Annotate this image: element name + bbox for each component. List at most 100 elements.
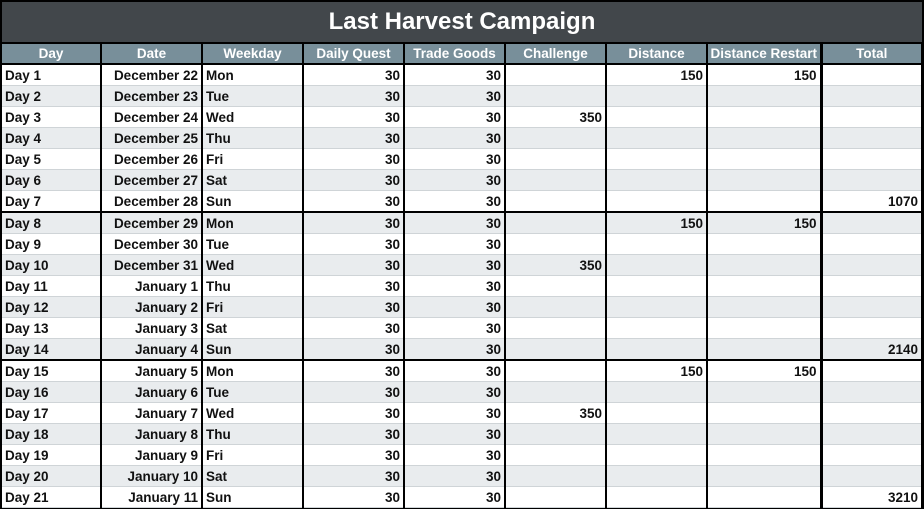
cell-day[interactable]: Day 4 bbox=[2, 127, 102, 149]
cell-challenge[interactable] bbox=[505, 169, 607, 191]
cell-weekday[interactable]: Mon bbox=[202, 360, 304, 382]
cell-trade-goods[interactable]: 30 bbox=[404, 275, 506, 297]
cell-daily-quest[interactable]: 30 bbox=[303, 465, 405, 487]
cell-distance-restart[interactable] bbox=[707, 317, 823, 339]
cell-weekday[interactable]: Thu bbox=[202, 423, 304, 445]
cell-day[interactable]: Day 19 bbox=[2, 444, 102, 466]
cell-distance-restart[interactable] bbox=[707, 486, 823, 508]
cell-total[interactable]: 2140 bbox=[821, 338, 923, 361]
cell-challenge[interactable] bbox=[505, 85, 607, 107]
cell-total[interactable] bbox=[821, 212, 923, 234]
cell-weekday[interactable]: Fri bbox=[202, 296, 304, 318]
cell-challenge[interactable] bbox=[505, 486, 607, 508]
cell-daily-quest[interactable]: 30 bbox=[303, 233, 405, 255]
cell-trade-goods[interactable]: 30 bbox=[404, 338, 506, 361]
cell-date[interactable]: December 30 bbox=[101, 233, 203, 255]
cell-weekday[interactable]: Wed bbox=[202, 254, 304, 276]
cell-day[interactable]: Day 7 bbox=[2, 190, 102, 213]
cell-daily-quest[interactable]: 30 bbox=[303, 85, 405, 107]
cell-distance[interactable] bbox=[606, 233, 708, 255]
cell-daily-quest[interactable]: 30 bbox=[303, 190, 405, 213]
cell-weekday[interactable]: Mon bbox=[202, 212, 304, 234]
cell-distance[interactable] bbox=[606, 465, 708, 487]
cell-distance[interactable] bbox=[606, 148, 708, 170]
cell-distance[interactable] bbox=[606, 296, 708, 318]
cell-trade-goods[interactable]: 30 bbox=[404, 85, 506, 107]
cell-daily-quest[interactable]: 30 bbox=[303, 127, 405, 149]
cell-day[interactable]: Day 21 bbox=[2, 486, 102, 508]
cell-day[interactable]: Day 1 bbox=[2, 64, 102, 86]
cell-date[interactable]: January 2 bbox=[101, 296, 203, 318]
cell-weekday[interactable]: Wed bbox=[202, 402, 304, 424]
cell-distance[interactable] bbox=[606, 106, 708, 128]
cell-trade-goods[interactable]: 30 bbox=[404, 360, 506, 382]
cell-trade-goods[interactable]: 30 bbox=[404, 254, 506, 276]
cell-daily-quest[interactable]: 30 bbox=[303, 338, 405, 361]
cell-distance-restart[interactable] bbox=[707, 296, 823, 318]
cell-daily-quest[interactable]: 30 bbox=[303, 360, 405, 382]
cell-day[interactable]: Day 8 bbox=[2, 212, 102, 234]
cell-daily-quest[interactable]: 30 bbox=[303, 169, 405, 191]
cell-challenge[interactable] bbox=[505, 296, 607, 318]
cell-distance[interactable] bbox=[606, 85, 708, 107]
cell-date[interactable]: January 6 bbox=[101, 381, 203, 403]
cell-weekday[interactable]: Sat bbox=[202, 169, 304, 191]
cell-distance-restart[interactable] bbox=[707, 169, 823, 191]
cell-day[interactable]: Day 20 bbox=[2, 465, 102, 487]
cell-total[interactable] bbox=[821, 254, 923, 276]
cell-daily-quest[interactable]: 30 bbox=[303, 106, 405, 128]
cell-total[interactable] bbox=[821, 233, 923, 255]
cell-challenge[interactable]: 350 bbox=[505, 254, 607, 276]
cell-day[interactable]: Day 17 bbox=[2, 402, 102, 424]
cell-daily-quest[interactable]: 30 bbox=[303, 296, 405, 318]
cell-day[interactable]: Day 10 bbox=[2, 254, 102, 276]
cell-total[interactable] bbox=[821, 64, 923, 86]
cell-weekday[interactable]: Tue bbox=[202, 381, 304, 403]
column-header[interactable]: Total bbox=[821, 44, 923, 65]
cell-distance-restart[interactable]: 150 bbox=[707, 360, 823, 382]
cell-distance[interactable] bbox=[606, 338, 708, 361]
cell-date[interactable]: January 8 bbox=[101, 423, 203, 445]
cell-weekday[interactable]: Mon bbox=[202, 64, 304, 86]
cell-day[interactable]: Day 14 bbox=[2, 338, 102, 361]
cell-trade-goods[interactable]: 30 bbox=[404, 127, 506, 149]
cell-date[interactable]: January 7 bbox=[101, 402, 203, 424]
cell-trade-goods[interactable]: 30 bbox=[404, 233, 506, 255]
cell-daily-quest[interactable]: 30 bbox=[303, 212, 405, 234]
cell-trade-goods[interactable]: 30 bbox=[404, 402, 506, 424]
cell-challenge[interactable] bbox=[505, 190, 607, 213]
cell-distance[interactable] bbox=[606, 254, 708, 276]
cell-day[interactable]: Day 9 bbox=[2, 233, 102, 255]
cell-weekday[interactable]: Sat bbox=[202, 465, 304, 487]
cell-distance-restart[interactable] bbox=[707, 254, 823, 276]
cell-distance[interactable] bbox=[606, 486, 708, 508]
cell-trade-goods[interactable]: 30 bbox=[404, 148, 506, 170]
cell-challenge[interactable] bbox=[505, 444, 607, 466]
column-header[interactable]: Distance Restart bbox=[707, 44, 823, 65]
cell-total[interactable] bbox=[821, 85, 923, 107]
cell-distance[interactable] bbox=[606, 381, 708, 403]
cell-date[interactable]: December 28 bbox=[101, 190, 203, 213]
cell-distance[interactable] bbox=[606, 127, 708, 149]
cell-distance-restart[interactable]: 150 bbox=[707, 64, 823, 86]
cell-date[interactable]: January 9 bbox=[101, 444, 203, 466]
cell-distance[interactable] bbox=[606, 402, 708, 424]
cell-distance-restart[interactable] bbox=[707, 381, 823, 403]
cell-challenge[interactable] bbox=[505, 148, 607, 170]
cell-date[interactable]: December 29 bbox=[101, 212, 203, 234]
cell-day[interactable]: Day 13 bbox=[2, 317, 102, 339]
cell-distance-restart[interactable] bbox=[707, 85, 823, 107]
cell-day[interactable]: Day 15 bbox=[2, 360, 102, 382]
cell-daily-quest[interactable]: 30 bbox=[303, 402, 405, 424]
cell-total[interactable] bbox=[821, 465, 923, 487]
cell-weekday[interactable]: Thu bbox=[202, 275, 304, 297]
cell-challenge[interactable]: 350 bbox=[505, 402, 607, 424]
cell-distance[interactable] bbox=[606, 190, 708, 213]
cell-trade-goods[interactable]: 30 bbox=[404, 381, 506, 403]
cell-day[interactable]: Day 2 bbox=[2, 85, 102, 107]
cell-trade-goods[interactable]: 30 bbox=[404, 190, 506, 213]
cell-total[interactable] bbox=[821, 127, 923, 149]
cell-day[interactable]: Day 6 bbox=[2, 169, 102, 191]
cell-distance-restart[interactable] bbox=[707, 148, 823, 170]
cell-trade-goods[interactable]: 30 bbox=[404, 317, 506, 339]
